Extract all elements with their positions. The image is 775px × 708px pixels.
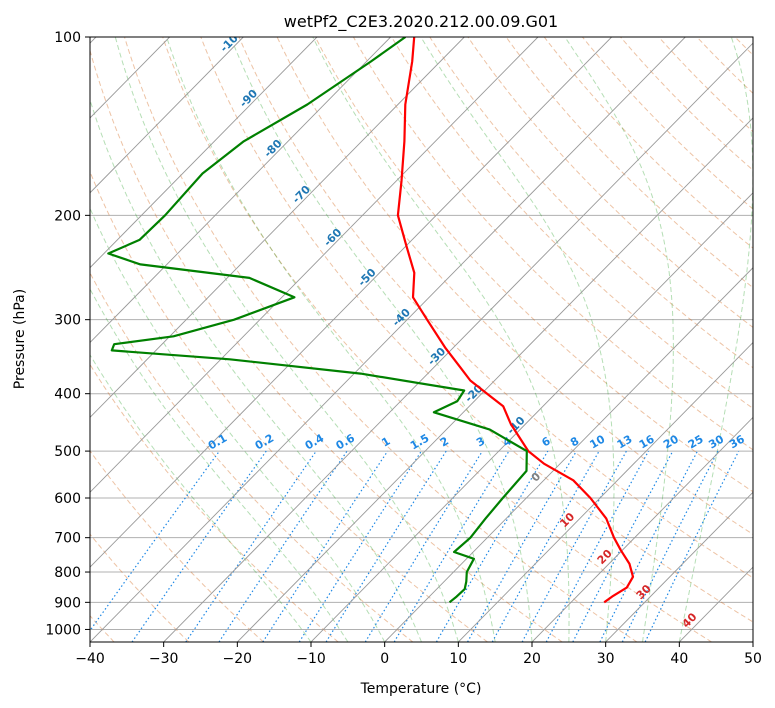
mixing-ratio-line (599, 450, 699, 642)
x-tick-label: −10 (296, 651, 326, 667)
isotherm-line (531, 416, 753, 642)
mixing-ratio-line (644, 450, 740, 642)
y-tick-label: 200 (54, 208, 81, 224)
pressure-gridlines (90, 37, 753, 630)
x-tick-label: 50 (744, 651, 762, 667)
isotherms (90, 37, 753, 642)
dry-adiabat-line (505, 37, 753, 289)
moist-adiabat-line (564, 37, 674, 642)
isotherm-line (237, 117, 753, 642)
x-tick-label: −40 (75, 651, 105, 667)
dry-adiabat-line (162, 37, 712, 642)
y-tick-label: 300 (54, 313, 81, 329)
dry-adiabat-line (90, 271, 414, 642)
mixing-ratio-line (364, 450, 483, 642)
x-axis-label: Temperature (°C) (360, 681, 482, 697)
y-tick-label: 700 (54, 531, 81, 547)
mixing-ratio-line (521, 450, 627, 642)
mixing-ratio-line (621, 450, 719, 642)
y-tick-label: 600 (54, 491, 81, 507)
isotherm-line (90, 37, 318, 269)
moist-adiabat-line (114, 37, 459, 642)
dry-adiabat-line (314, 37, 753, 493)
dry-adiabats (90, 37, 753, 642)
x-tick-label: 0 (380, 651, 389, 667)
moist-adiabat-line (312, 37, 570, 642)
plot-frame (89, 36, 754, 643)
isotherm-line (458, 341, 753, 642)
moist-adiabat-line (678, 37, 753, 642)
isotherm-line (384, 267, 753, 642)
moist-adiabat-line (90, 207, 386, 642)
y-axis-ticks: 100 200 300 400 500 600 700 800 900 1000 (45, 30, 90, 638)
isotherm-line (163, 42, 753, 642)
mixing-ratio-line (298, 450, 422, 642)
chart-title: wetPf2_C2E3.2020.212.00.09.G01 (284, 12, 558, 32)
dry-adiabat-line (238, 37, 753, 579)
mixing-ratio-line (90, 450, 220, 632)
mixing-ratio-line (185, 450, 317, 642)
y-tick-label: 100 (54, 30, 81, 46)
x-tick-label: 40 (670, 651, 688, 667)
dry-adiabat-line (90, 48, 563, 642)
moist-adiabat-line (166, 37, 496, 642)
moist-adiabat-line (230, 37, 533, 642)
dry-adiabat-line (352, 37, 753, 451)
isotherm-line (90, 37, 391, 344)
dry-adiabat-line (124, 37, 638, 642)
y-tick-label: 800 (54, 565, 81, 581)
x-axis-ticks: −40 −30 −20 −10 0 10 20 30 40 50 (75, 642, 762, 667)
dewpoint-profile (107, 37, 528, 604)
y-tick-label: 1000 (45, 622, 81, 638)
dry-adiabat-line (90, 533, 190, 642)
x-tick-label: 30 (597, 651, 615, 667)
y-tick-label: 400 (54, 387, 81, 403)
dry-adiabat-line (90, 363, 339, 642)
isotherm-line (90, 37, 244, 194)
x-tick-label: 10 (449, 651, 467, 667)
y-tick-label: 900 (54, 595, 81, 611)
isotherm-line (90, 37, 539, 493)
moist-adiabat-line (90, 287, 349, 642)
x-tick-label: 20 (523, 651, 541, 667)
x-tick-label: −30 (149, 651, 179, 667)
x-tick-label: −20 (223, 651, 253, 667)
dry-adiabat-line (200, 37, 753, 623)
mixing-ratio-line (262, 450, 389, 642)
sounding-profiles (107, 37, 635, 604)
isotherm-line (90, 37, 612, 568)
dry-adiabat-line (467, 37, 753, 329)
isotherm-line (605, 491, 753, 642)
temperature-profile (396, 37, 635, 604)
y-tick-label: 500 (54, 444, 81, 460)
isotherm-line (310, 192, 753, 642)
mixing-ratio-line (218, 450, 348, 642)
isotherm-line (90, 37, 465, 419)
y-axis-label: Pressure (hPa) (12, 289, 28, 389)
isotherm-line (90, 37, 686, 642)
dry-adiabat-line (391, 37, 753, 410)
mixing-ratio-line (545, 450, 650, 642)
